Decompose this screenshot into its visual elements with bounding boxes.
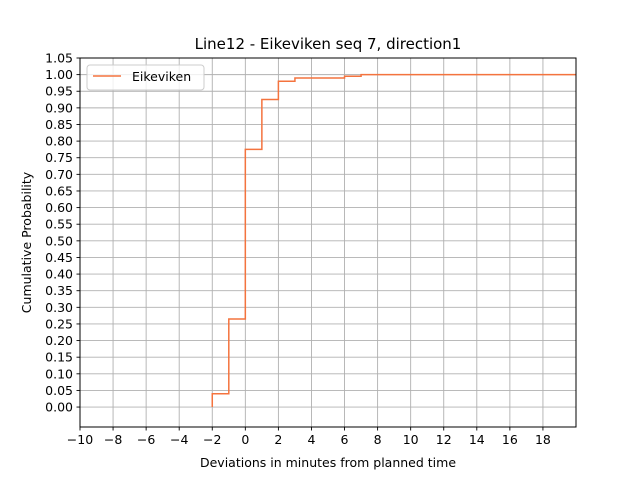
- y-tick-label: 0.45: [45, 250, 73, 265]
- x-tick-label: 14: [469, 432, 485, 447]
- x-tick-label: 18: [535, 432, 551, 447]
- y-tick-label: 0.90: [45, 100, 73, 115]
- y-tick-label: 0.65: [45, 183, 73, 198]
- x-tick-label: 16: [502, 432, 518, 447]
- x-tick-label: 0: [241, 432, 249, 447]
- legend: Eikeviken: [86, 64, 205, 91]
- plot-frame: [79, 57, 577, 428]
- legend-label: Eikeviken: [132, 69, 191, 84]
- y-tick-label: 0.35: [45, 283, 73, 298]
- x-tick-label: 12: [436, 432, 452, 447]
- y-tick-label: 0.00: [45, 400, 73, 415]
- x-tick-label: 4: [307, 432, 315, 447]
- x-tick-label: −6: [137, 432, 155, 447]
- y-tick-label: 0.10: [45, 366, 73, 381]
- x-tick-label: 2: [274, 432, 282, 447]
- series-layer: [211, 73, 576, 408]
- y-tick-label: 0.55: [45, 217, 73, 232]
- chart-title: Line12 - Eikeviken seq 7, direction1: [195, 35, 462, 53]
- y-tick-label: 0.15: [45, 350, 73, 365]
- x-tick-label: 8: [374, 432, 382, 447]
- y-tick-label: 0.40: [45, 267, 73, 282]
- y-tick-label: 0.85: [45, 117, 73, 132]
- y-tick-label: 0.30: [45, 300, 73, 315]
- y-tick-label: 1.05: [45, 51, 73, 66]
- x-tick-label: 10: [403, 432, 419, 447]
- y-tick-label: 0.50: [45, 233, 73, 248]
- y-tick-label: 0.70: [45, 167, 73, 182]
- y-tick-label: 0.80: [45, 134, 73, 149]
- y-tick-label: 0.05: [45, 383, 73, 398]
- y-tick-label: 0.25: [45, 316, 73, 331]
- x-tick-label: −4: [170, 432, 188, 447]
- y-tick-label: 0.95: [45, 84, 73, 99]
- series-line-eikeviken: [211, 73, 576, 408]
- x-tick-label: −2: [203, 432, 221, 447]
- x-tick-label: −10: [67, 432, 93, 447]
- y-axis-ticks: 0.00 0.05 0.100.15 0.20 0.250.30 0.350.40 0.45…: [45, 51, 80, 415]
- x-tick-label: −8: [104, 432, 122, 447]
- y-tick-label: 0.60: [45, 200, 73, 215]
- y-tick-label: 0.75: [45, 150, 73, 165]
- x-axis-ticks: −10 −8 −6 −4 −2 0 2 4 6 8 10 12 14 16 18: [67, 427, 551, 447]
- legend-box: [86, 64, 205, 91]
- y-axis-label: Cumulative Probability: [19, 171, 34, 313]
- y-tick-label: 1.00: [45, 67, 73, 82]
- x-tick-label: 6: [341, 432, 349, 447]
- y-tick-label: 0.20: [45, 333, 73, 348]
- x-axis-label: Deviations in minutes from planned time: [200, 455, 456, 470]
